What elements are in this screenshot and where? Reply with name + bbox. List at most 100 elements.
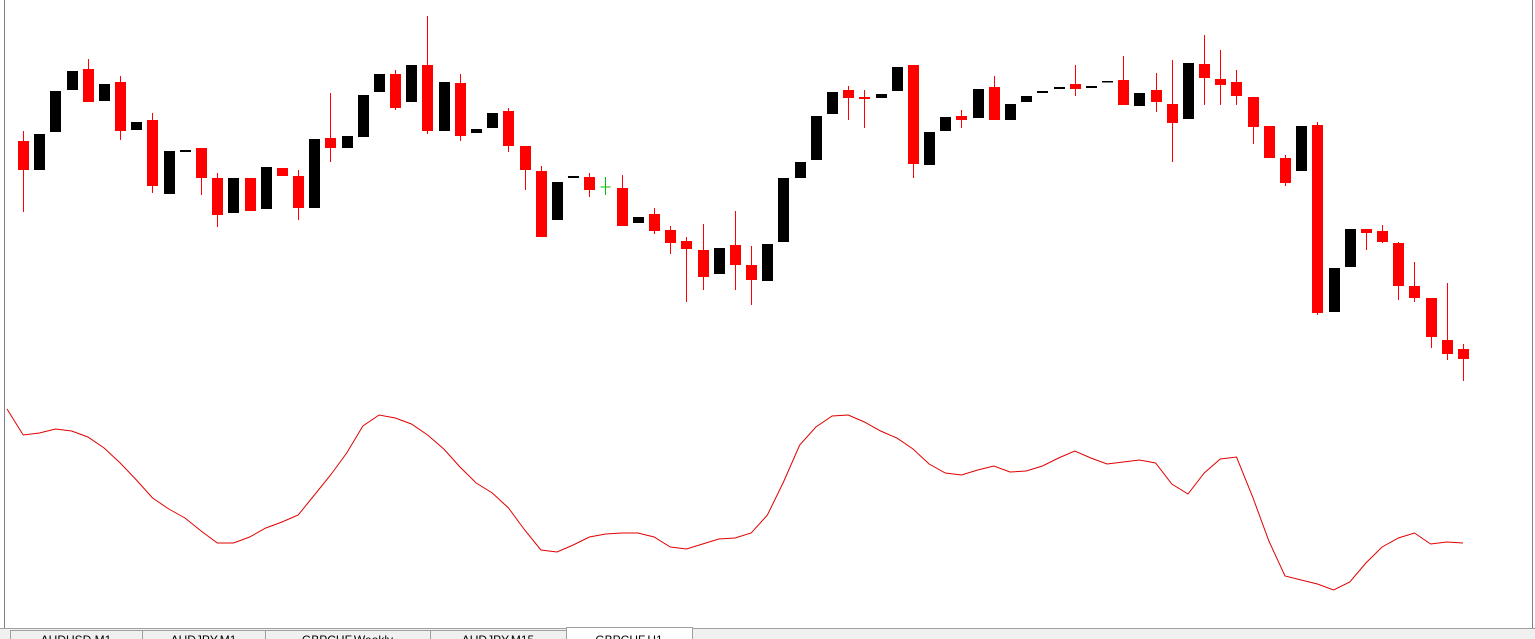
- candle-body: [1199, 64, 1210, 78]
- candle-body: [1215, 79, 1226, 85]
- candle-body: [1377, 231, 1388, 242]
- plot-area: [6, 16, 1469, 591]
- candle-body: [843, 90, 854, 98]
- indicator-line: [6, 408, 1464, 591]
- tabs: AUDUSD,M1 AUDJPY,M1 GBPCHF,Weekly AUDJPY,M1…: [10, 627, 693, 639]
- candle-body: [390, 74, 401, 108]
- tab-label[interactable]: GBPCHF,Weekly: [302, 633, 393, 639]
- candle-body: [617, 188, 628, 226]
- tab-label[interactable]: AUDUSD,M1: [41, 633, 112, 639]
- candle-body: [1264, 126, 1275, 158]
- candle-body: [212, 178, 223, 215]
- candle-body: [1151, 90, 1162, 102]
- candle-body: [293, 176, 304, 208]
- candle-body: [520, 146, 531, 170]
- candle-body: [649, 214, 660, 231]
- candle-body: [956, 116, 967, 120]
- candle-body: [342, 136, 353, 148]
- candle-body: [1345, 229, 1356, 267]
- candle-body: [180, 150, 191, 152]
- candle-body: [924, 132, 935, 165]
- candle-body: [795, 162, 806, 178]
- candle-body: [358, 95, 369, 137]
- candle-body: [892, 67, 903, 91]
- candle-body: [989, 87, 1000, 120]
- candle-body: [552, 182, 563, 220]
- candle-body: [164, 151, 175, 194]
- candle-body: [99, 84, 110, 101]
- candle-body: [309, 139, 320, 208]
- candle-body: [67, 71, 78, 90]
- tab-label[interactable]: AUDJPY,M15: [462, 633, 535, 639]
- candle-body: [681, 241, 692, 249]
- candle-body: [131, 122, 142, 130]
- candle-body: [277, 168, 288, 176]
- candle-body: [1393, 243, 1404, 286]
- candle-body: [859, 97, 870, 99]
- candle-body: [1409, 286, 1420, 298]
- candle-body: [876, 94, 887, 98]
- candle-body: [536, 171, 547, 237]
- candle-body: [406, 65, 417, 102]
- candle-body: [455, 83, 466, 136]
- candle-body: [471, 129, 482, 133]
- candle-body: [1248, 97, 1259, 127]
- candle-body: [1426, 298, 1437, 337]
- candle-body: [973, 89, 984, 118]
- candle-body: [1458, 349, 1469, 359]
- candle-body: [1231, 82, 1242, 96]
- candle-body: [18, 141, 29, 170]
- candle-body: [503, 111, 514, 146]
- candle-body: [325, 138, 336, 148]
- candle-body: [778, 178, 789, 242]
- candle-body: [1183, 63, 1194, 119]
- candle-body: [1442, 340, 1453, 354]
- candle-body: [147, 120, 158, 186]
- candle-body: [584, 177, 595, 190]
- candle-body: [746, 265, 757, 280]
- candle-body: [245, 178, 256, 211]
- candle-body: [1118, 80, 1129, 105]
- candle-body: [1005, 104, 1016, 120]
- candle-body: [940, 117, 951, 131]
- candle-body: [228, 178, 239, 213]
- candle-body: [1296, 126, 1307, 171]
- candle-body: [196, 148, 207, 178]
- candle-body: [698, 250, 709, 277]
- candle-body: [1167, 104, 1178, 123]
- candle-body: [1134, 93, 1145, 106]
- candle-body: [1021, 96, 1032, 102]
- candle-body: [1280, 158, 1291, 183]
- candle-body: [1054, 87, 1065, 89]
- candle-body: [568, 176, 579, 178]
- candle-body: [1070, 84, 1081, 89]
- candle-body: [762, 244, 773, 281]
- candle-body: [1102, 81, 1113, 83]
- tab-bar: [0, 628, 1535, 639]
- candle-body: [34, 134, 45, 170]
- candle-body: [1361, 229, 1372, 233]
- tab-label[interactable]: GBPCHF,H1: [595, 633, 663, 639]
- candle-body: [633, 217, 644, 223]
- candle-body: [261, 167, 272, 209]
- candle-body: [83, 69, 94, 102]
- candle-body: [827, 92, 838, 114]
- candle-body: [714, 248, 725, 274]
- candle-body: [374, 74, 385, 92]
- candle-body: [422, 65, 433, 131]
- candle-body: [50, 91, 61, 132]
- candle-body: [1329, 268, 1340, 312]
- candle-body: [908, 65, 919, 164]
- candle-body: [115, 82, 126, 131]
- candle-body: [1086, 86, 1097, 88]
- candle-body: [811, 116, 822, 160]
- candle-body: [487, 113, 498, 128]
- candle-body: [439, 82, 450, 131]
- candle-body: [1037, 91, 1048, 93]
- active-tab[interactable]: [566, 627, 693, 639]
- candle-body: [665, 230, 676, 243]
- tab-label[interactable]: AUDJPY,M1: [171, 633, 237, 639]
